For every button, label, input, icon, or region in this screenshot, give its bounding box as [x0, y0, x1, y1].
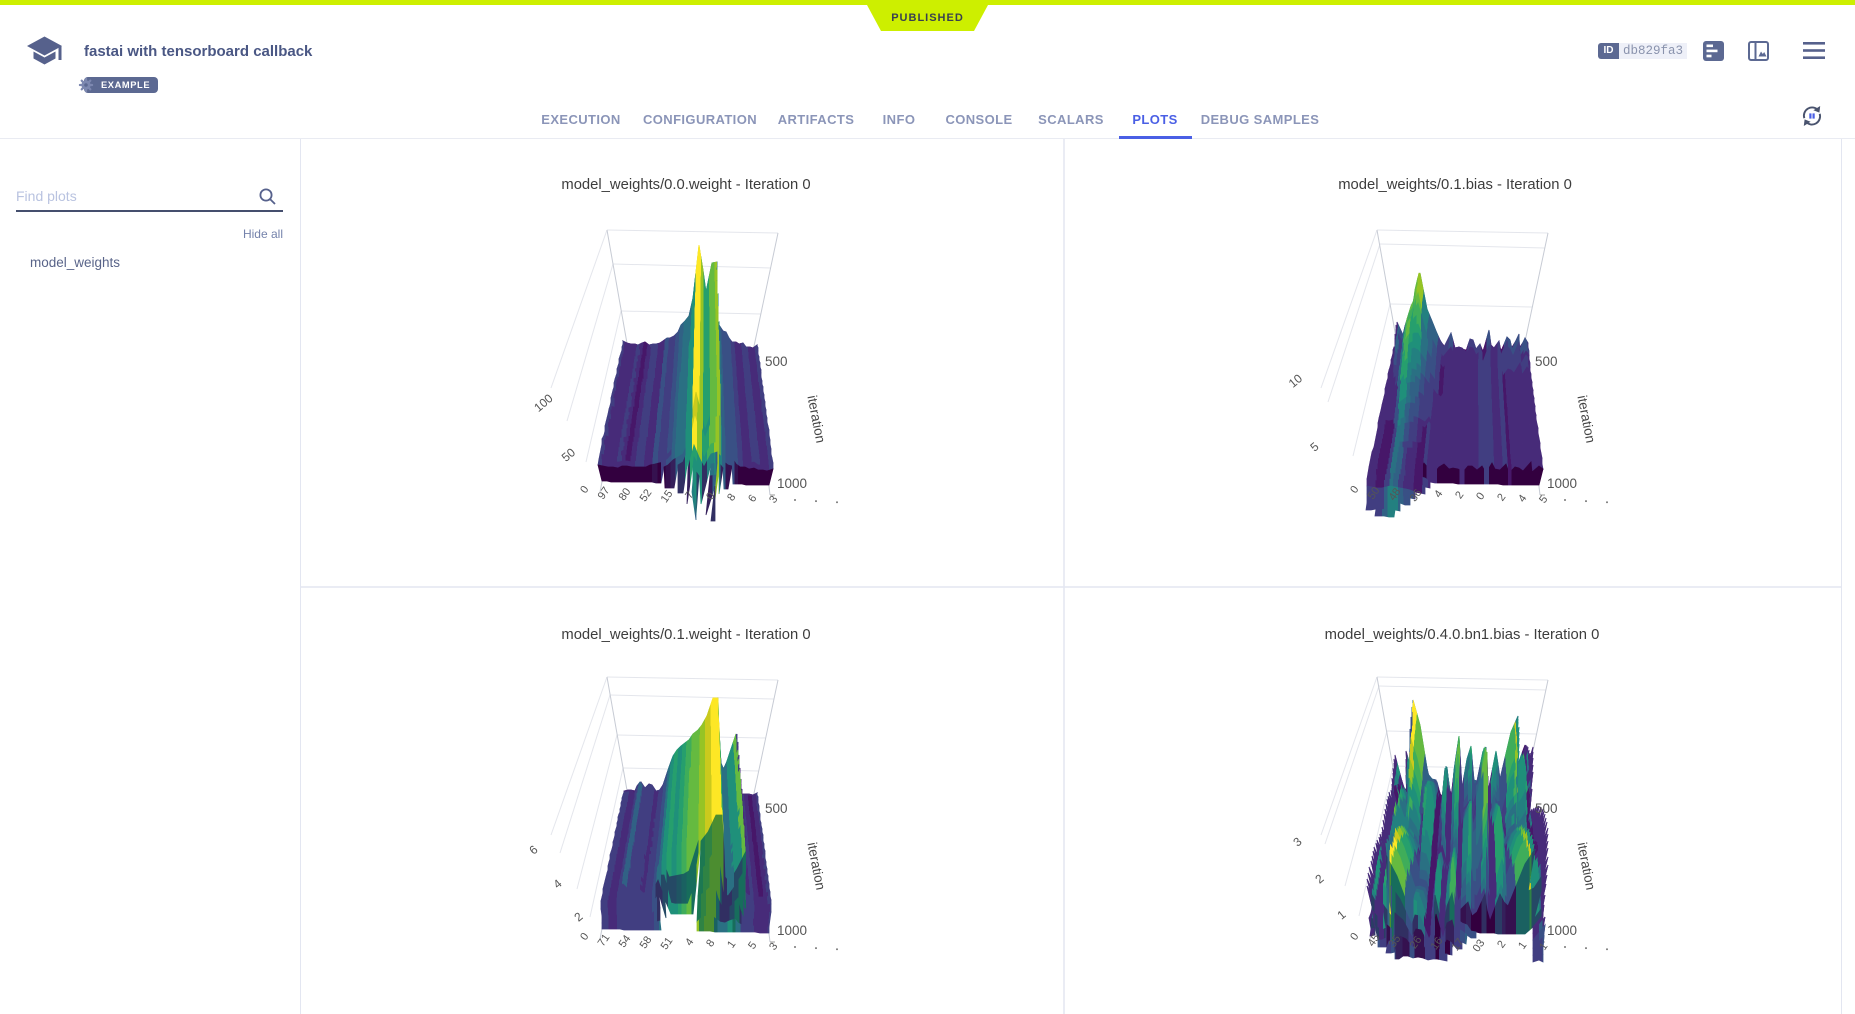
svg-text:6: 6: [526, 842, 540, 857]
svg-text:0: 0: [1348, 931, 1361, 943]
svg-text:1: 1: [1334, 907, 1348, 922]
svg-text:500: 500: [765, 354, 788, 369]
svg-text:0: 0: [1474, 490, 1487, 502]
svg-text:3: 3: [767, 941, 780, 953]
svg-text:1: 1: [725, 939, 738, 951]
svg-text:3: 3: [767, 494, 780, 506]
svg-text:54: 54: [617, 933, 634, 950]
svg-text:0: 0: [704, 490, 717, 502]
svg-text:model_weights/0.0.weight - Ite: model_weights/0.0.weight - Iteration 0: [561, 177, 810, 193]
svg-text:10: 10: [1286, 371, 1305, 391]
svg-text:7: 7: [683, 489, 696, 501]
svg-text:51: 51: [659, 935, 676, 952]
svg-text:35: 35: [1387, 933, 1404, 950]
svg-text:50: 50: [559, 445, 578, 465]
svg-text:80: 80: [617, 486, 634, 503]
svg-text:0: 0: [1348, 484, 1361, 496]
svg-text:1000: 1000: [1547, 923, 1577, 938]
svg-text:5: 5: [1307, 439, 1321, 454]
svg-text:iteration: iteration: [1574, 841, 1598, 891]
svg-text:2: 2: [571, 909, 585, 924]
svg-text:100: 100: [531, 391, 556, 415]
svg-text:4: 4: [683, 936, 696, 948]
svg-text:1: 1: [1516, 940, 1529, 952]
svg-text:model_weights/0.1.bias - Itera: model_weights/0.1.bias - Iteration 0: [1338, 177, 1572, 193]
svg-text:500: 500: [1535, 801, 1558, 816]
svg-text:iteration: iteration: [804, 841, 828, 891]
svg-text:71: 71: [596, 932, 613, 949]
svg-text:50: 50: [1366, 485, 1383, 502]
svg-text:iteration: iteration: [1574, 394, 1598, 444]
svg-text:16: 16: [1429, 935, 1446, 952]
svg-text:4: 4: [1516, 493, 1529, 505]
svg-text:17: 17: [1450, 936, 1467, 953]
svg-text:8: 8: [725, 492, 738, 504]
svg-text:0: 0: [578, 931, 591, 943]
svg-text:1000: 1000: [777, 923, 807, 938]
svg-text:15: 15: [659, 488, 676, 505]
svg-text:8: 8: [704, 937, 717, 949]
svg-text:45: 45: [1366, 932, 1383, 949]
svg-text:model_weights/0.1.weight - Ite: model_weights/0.1.weight - Iteration 0: [561, 627, 810, 643]
svg-text:97: 97: [596, 485, 613, 502]
svg-text:58: 58: [638, 934, 655, 951]
svg-text:500: 500: [1535, 354, 1558, 369]
svg-text:2: 2: [1312, 871, 1326, 886]
svg-text:5: 5: [1537, 494, 1550, 506]
svg-text:0: 0: [578, 484, 591, 496]
svg-text:1000: 1000: [777, 476, 807, 491]
svg-text:3: 3: [1290, 834, 1304, 849]
svg-text:52: 52: [638, 487, 655, 504]
svg-text:03: 03: [1471, 937, 1488, 954]
svg-text:36: 36: [1408, 487, 1425, 504]
svg-text:2: 2: [1495, 492, 1508, 504]
svg-text:2: 2: [1453, 489, 1466, 501]
svg-text:6: 6: [746, 493, 759, 505]
svg-text:4: 4: [550, 876, 564, 891]
svg-text:model_weights/0.4.0.bn1.bias -: model_weights/0.4.0.bn1.bias - Iteration…: [1325, 627, 1600, 643]
svg-text:4: 4: [1432, 488, 1445, 500]
svg-text:26: 26: [1408, 934, 1425, 951]
svg-text:1: 1: [1537, 941, 1550, 953]
svg-text:48: 48: [1387, 486, 1404, 503]
svg-text:iteration: iteration: [804, 394, 828, 444]
svg-text:5: 5: [746, 940, 759, 952]
svg-text:1000: 1000: [1547, 476, 1577, 491]
svg-text:500: 500: [765, 801, 788, 816]
svg-text:2: 2: [1495, 939, 1508, 951]
